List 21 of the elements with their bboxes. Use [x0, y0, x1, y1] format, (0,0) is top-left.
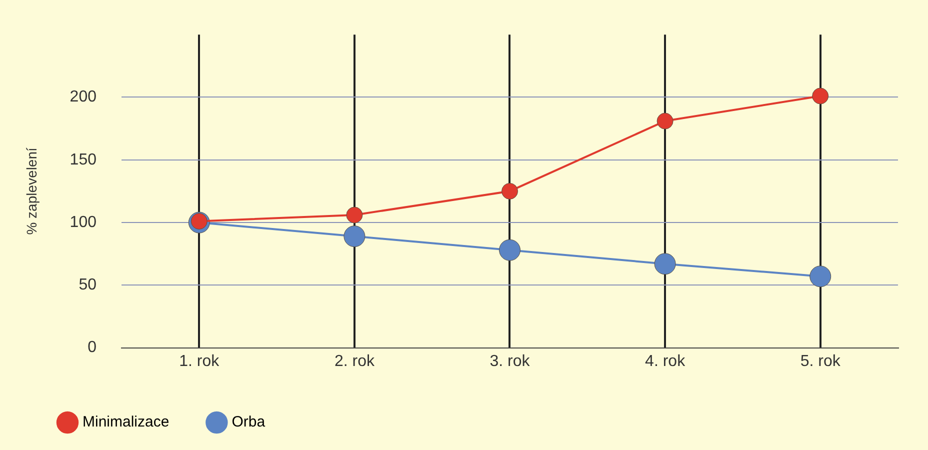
legend-label: Minimalizace: [82, 414, 170, 431]
x-tick-label: 3. rok: [490, 352, 531, 370]
point: [344, 226, 366, 248]
x-tick-label: 4. rok: [645, 352, 686, 370]
point: [346, 206, 363, 224]
point: [501, 182, 518, 200]
y-tick-label: 50: [78, 276, 97, 294]
point: [498, 239, 520, 261]
point: [810, 266, 832, 288]
point: [812, 88, 829, 104]
point: [656, 112, 674, 130]
x-tick-label: 1. rok: [179, 352, 220, 370]
point: [654, 253, 676, 275]
y-tick-label: 150: [70, 151, 97, 168]
y-tick-label: 200: [70, 88, 97, 106]
x-tick-label: 5. rok: [800, 352, 842, 370]
y-axis-title: % zaplevelení: [23, 148, 40, 235]
y-tick-label: 0: [88, 339, 97, 356]
y-tick-label: 100: [70, 214, 97, 231]
legend-label: Orba: [232, 414, 266, 431]
x-tick-label: 2. rok: [334, 352, 376, 370]
